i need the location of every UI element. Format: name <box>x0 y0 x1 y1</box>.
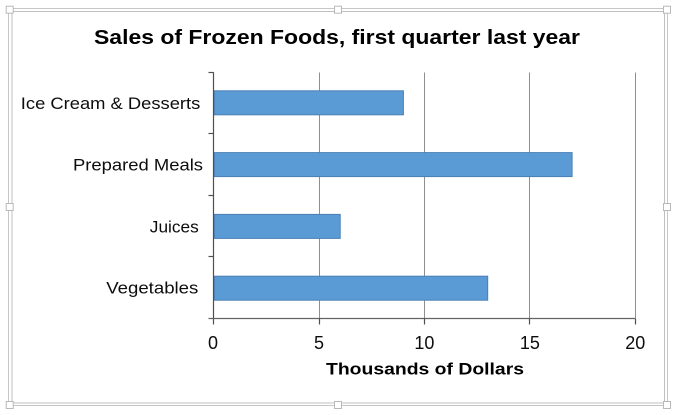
svg-text:20: 20 <box>625 333 645 353</box>
svg-text:15: 15 <box>520 333 540 353</box>
svg-text:Sales of Frozen Foods, first q: Sales of Frozen Foods, first quarter las… <box>94 27 580 49</box>
svg-text:Vegetables: Vegetables <box>106 278 198 297</box>
svg-text:Juices: Juices <box>150 217 199 236</box>
svg-text:Ice Cream & Desserts: Ice Cream & Desserts <box>21 94 201 113</box>
svg-text:Prepared Meals: Prepared Meals <box>73 155 203 174</box>
svg-text:Thousands of Dollars: Thousands of Dollars <box>326 359 524 378</box>
svg-text:10: 10 <box>414 333 434 353</box>
svg-text:5: 5 <box>314 333 324 353</box>
svg-text:0: 0 <box>208 333 218 353</box>
